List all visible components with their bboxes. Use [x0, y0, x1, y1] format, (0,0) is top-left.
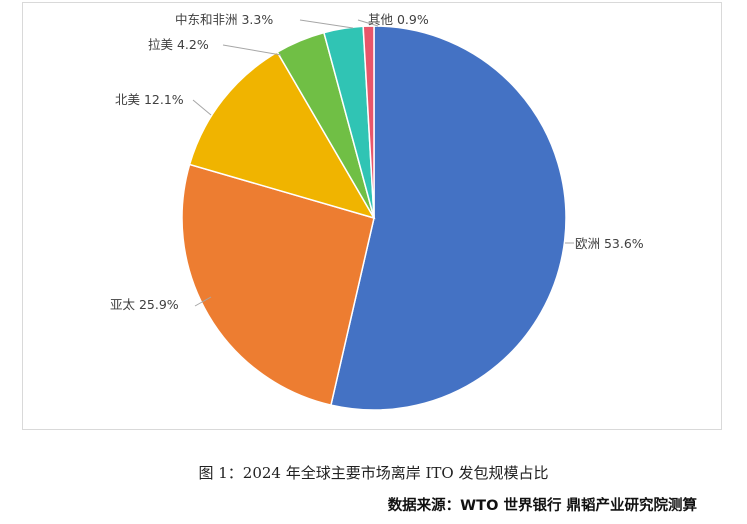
- slice-other: [362, 25, 375, 219]
- figure-caption: 图 1：2024 年全球主要市场离岸 ITO 发包规模占比: [198, 464, 549, 482]
- data-label: 中东和非洲 3.3%: [175, 12, 273, 27]
- leader-line: [192, 99, 212, 116]
- data-label: 亚太 25.9%: [110, 297, 179, 312]
- data-source: 数据来源：WTO 世界银行 鼎韬产业研究院测算: [387, 498, 697, 514]
- slice-asia-pacific: [181, 163, 375, 407]
- leader-line: [222, 44, 282, 56]
- leader-line: [299, 19, 354, 29]
- chart-frame: 欧洲 53.6% 亚太 25.9% 北美 12.1% 拉美 4.2% 中东和非洲 3.3…: [22, 2, 722, 430]
- pie-chart: 欧洲 53.6% 亚太 25.9% 北美 12.1% 拉美 4.2% 中东和非洲 3.3…: [110, 12, 644, 411]
- leader-line: [194, 296, 212, 307]
- slice-europe: [330, 25, 567, 411]
- slice-north-america: [188, 51, 376, 220]
- data-label: 拉美 4.2%: [148, 37, 209, 52]
- leader-line: [357, 19, 379, 27]
- data-label: 北美 12.1%: [115, 92, 184, 107]
- data-label: 其他 0.9%: [368, 12, 429, 27]
- data-label: 欧洲 53.6%: [575, 236, 644, 251]
